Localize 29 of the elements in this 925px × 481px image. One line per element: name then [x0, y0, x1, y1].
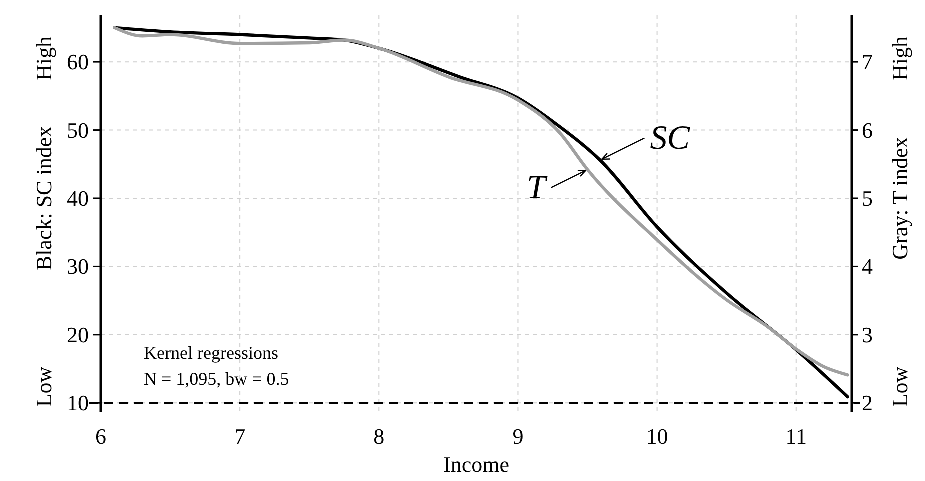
y2-tick-label: 2 [862, 390, 873, 416]
y-tick-label: 40 [67, 186, 89, 211]
y-tick-label: 30 [67, 254, 89, 280]
annotation: SC [650, 120, 690, 157]
y2-tick-label: 7 [862, 50, 873, 75]
y2-tick-label: 5 [862, 186, 873, 211]
text: High [888, 36, 912, 81]
y2-tick-label: 4 [862, 254, 873, 280]
text: Low [32, 366, 56, 408]
annotation: N = 1,095, bw = 0.5 [144, 369, 290, 389]
y-tick-label: 20 [67, 322, 89, 348]
y-tick-label: 60 [67, 50, 89, 75]
x-tick-label: 7 [234, 424, 246, 449]
annotation: T [526, 169, 548, 206]
x-tick-label: 9 [512, 424, 524, 449]
y-tick-label: 50 [67, 118, 89, 143]
x-axis-title: Income [444, 452, 510, 477]
y-tick-label: 10 [67, 390, 89, 416]
text: High [32, 36, 56, 81]
annotation: Kernel regressions [144, 343, 278, 363]
text: Low [888, 366, 912, 408]
x-tick-label: 6 [96, 424, 106, 449]
y2-tick-label: 6 [862, 118, 873, 143]
x-tick-label: 8 [374, 424, 385, 449]
x-tick-label: 10 [646, 424, 668, 449]
y2-axis-title: Gray: T index [888, 137, 912, 260]
y-axis-title: Black: SC index [32, 126, 56, 271]
y2-tick-label: 3 [862, 322, 873, 348]
x-tick-label: 11 [786, 424, 807, 449]
